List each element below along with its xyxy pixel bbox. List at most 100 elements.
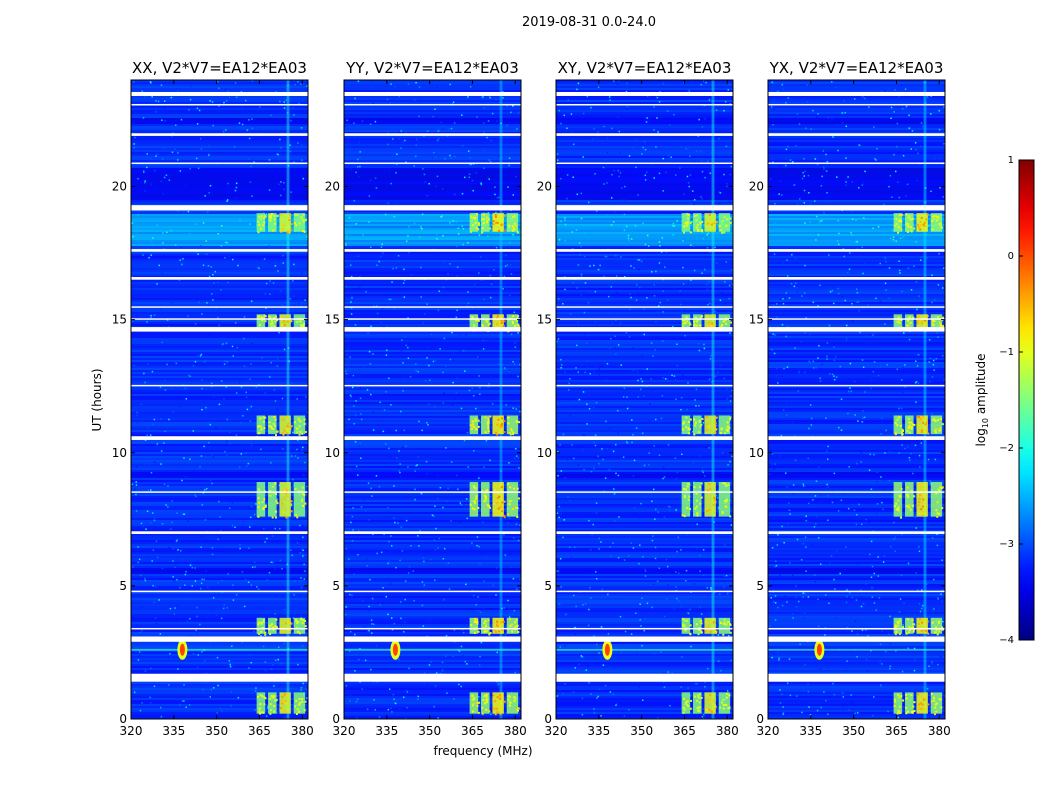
noise-row xyxy=(556,348,733,350)
noise-speck xyxy=(294,84,296,86)
noise-row xyxy=(131,530,308,532)
noise-row xyxy=(344,536,521,538)
noise-speck xyxy=(564,371,566,373)
noise-speck xyxy=(154,658,157,661)
noise-speck xyxy=(566,174,569,176)
noise-row xyxy=(131,238,308,240)
noise-speck xyxy=(672,233,674,236)
noise-speck xyxy=(209,607,212,610)
rfi-speck xyxy=(275,699,278,702)
rfi-speck xyxy=(501,501,504,504)
noise-speck xyxy=(633,641,636,643)
noise-row xyxy=(556,260,733,262)
noise-speck xyxy=(403,279,406,281)
noise-speck xyxy=(517,457,520,459)
noise-speck xyxy=(238,466,241,468)
noise-speck xyxy=(729,460,731,463)
noise-speck xyxy=(704,686,706,688)
rfi-speck xyxy=(269,219,272,222)
noise-row xyxy=(131,186,308,188)
noise-speck xyxy=(165,504,167,506)
rfi-speck xyxy=(299,320,302,323)
x-tick-label: 365 xyxy=(461,724,484,738)
noise-speck xyxy=(197,404,199,406)
noise-speck xyxy=(632,433,634,436)
noise-row xyxy=(344,498,521,500)
noise-speck xyxy=(150,183,153,185)
noise-speck xyxy=(567,99,570,101)
noise-speck xyxy=(133,81,135,83)
noise-row xyxy=(556,624,733,626)
noise-speck xyxy=(149,696,151,699)
noise-speck xyxy=(217,538,219,541)
noise-speck xyxy=(623,229,626,232)
noise-speck xyxy=(296,448,298,451)
noise-speck xyxy=(398,470,400,472)
noise-row xyxy=(556,550,733,552)
noise-speck xyxy=(231,524,234,527)
noise-row xyxy=(556,546,733,548)
noise-speck xyxy=(144,577,146,580)
noise-speck xyxy=(348,216,351,219)
noise-row xyxy=(556,512,733,514)
noise-speck xyxy=(234,346,237,349)
noise-speck xyxy=(261,356,263,359)
noise-speck xyxy=(350,219,353,221)
noise-speck xyxy=(297,81,299,83)
noise-speck xyxy=(605,420,607,423)
noise-speck xyxy=(357,474,359,476)
figure-title: 2019-08-31 0.0-24.0 xyxy=(522,15,656,30)
noise-row xyxy=(768,408,945,410)
noise-speck xyxy=(487,120,490,122)
noise-speck xyxy=(466,517,469,520)
noise-speck xyxy=(604,110,606,112)
noise-speck xyxy=(726,185,728,188)
noise-speck xyxy=(353,122,355,125)
noise-speck xyxy=(174,148,176,151)
rfi-speck xyxy=(470,428,473,431)
noise-speck xyxy=(434,549,437,551)
noise-row xyxy=(768,338,945,340)
noise-row xyxy=(556,428,733,430)
noise-speck xyxy=(189,617,191,620)
noise-speck xyxy=(693,583,696,585)
noise-speck xyxy=(684,334,686,337)
rfi-speck xyxy=(290,228,293,231)
rfi-speck xyxy=(262,506,265,509)
noise-row xyxy=(768,450,945,452)
noise-row xyxy=(344,238,521,240)
noise-speck xyxy=(495,566,498,569)
noise-row xyxy=(344,246,521,248)
noise-speck xyxy=(685,569,688,572)
noise-speck xyxy=(186,620,188,623)
noise-row xyxy=(768,282,945,284)
noise-speck xyxy=(621,198,624,200)
noise-speck xyxy=(220,545,223,548)
noise-row xyxy=(344,164,521,166)
noise-speck xyxy=(349,264,352,266)
noise-speck xyxy=(577,82,580,85)
noise-row xyxy=(131,240,308,242)
x-tick-label: 320 xyxy=(545,724,568,738)
noise-speck xyxy=(698,118,700,121)
noise-speck xyxy=(601,588,604,591)
rfi-speck xyxy=(712,699,715,702)
rfi-speck xyxy=(493,707,496,710)
rfi-block xyxy=(293,415,306,435)
noise-speck xyxy=(593,708,595,710)
noise-row xyxy=(768,220,945,222)
rfi-speck xyxy=(695,492,698,495)
noise-speck xyxy=(168,418,170,421)
noise-row xyxy=(556,478,733,480)
noise-speck xyxy=(232,355,234,357)
noise-speck xyxy=(659,245,661,247)
rfi-speck xyxy=(475,213,478,216)
noise-row xyxy=(556,118,733,120)
rfi-speck xyxy=(485,695,488,698)
flagged-gap xyxy=(131,133,308,136)
noise-speck xyxy=(509,241,511,244)
noise-speck xyxy=(224,241,227,244)
noise-row xyxy=(344,228,521,230)
noise-speck xyxy=(281,304,284,307)
noise-speck xyxy=(443,325,445,327)
